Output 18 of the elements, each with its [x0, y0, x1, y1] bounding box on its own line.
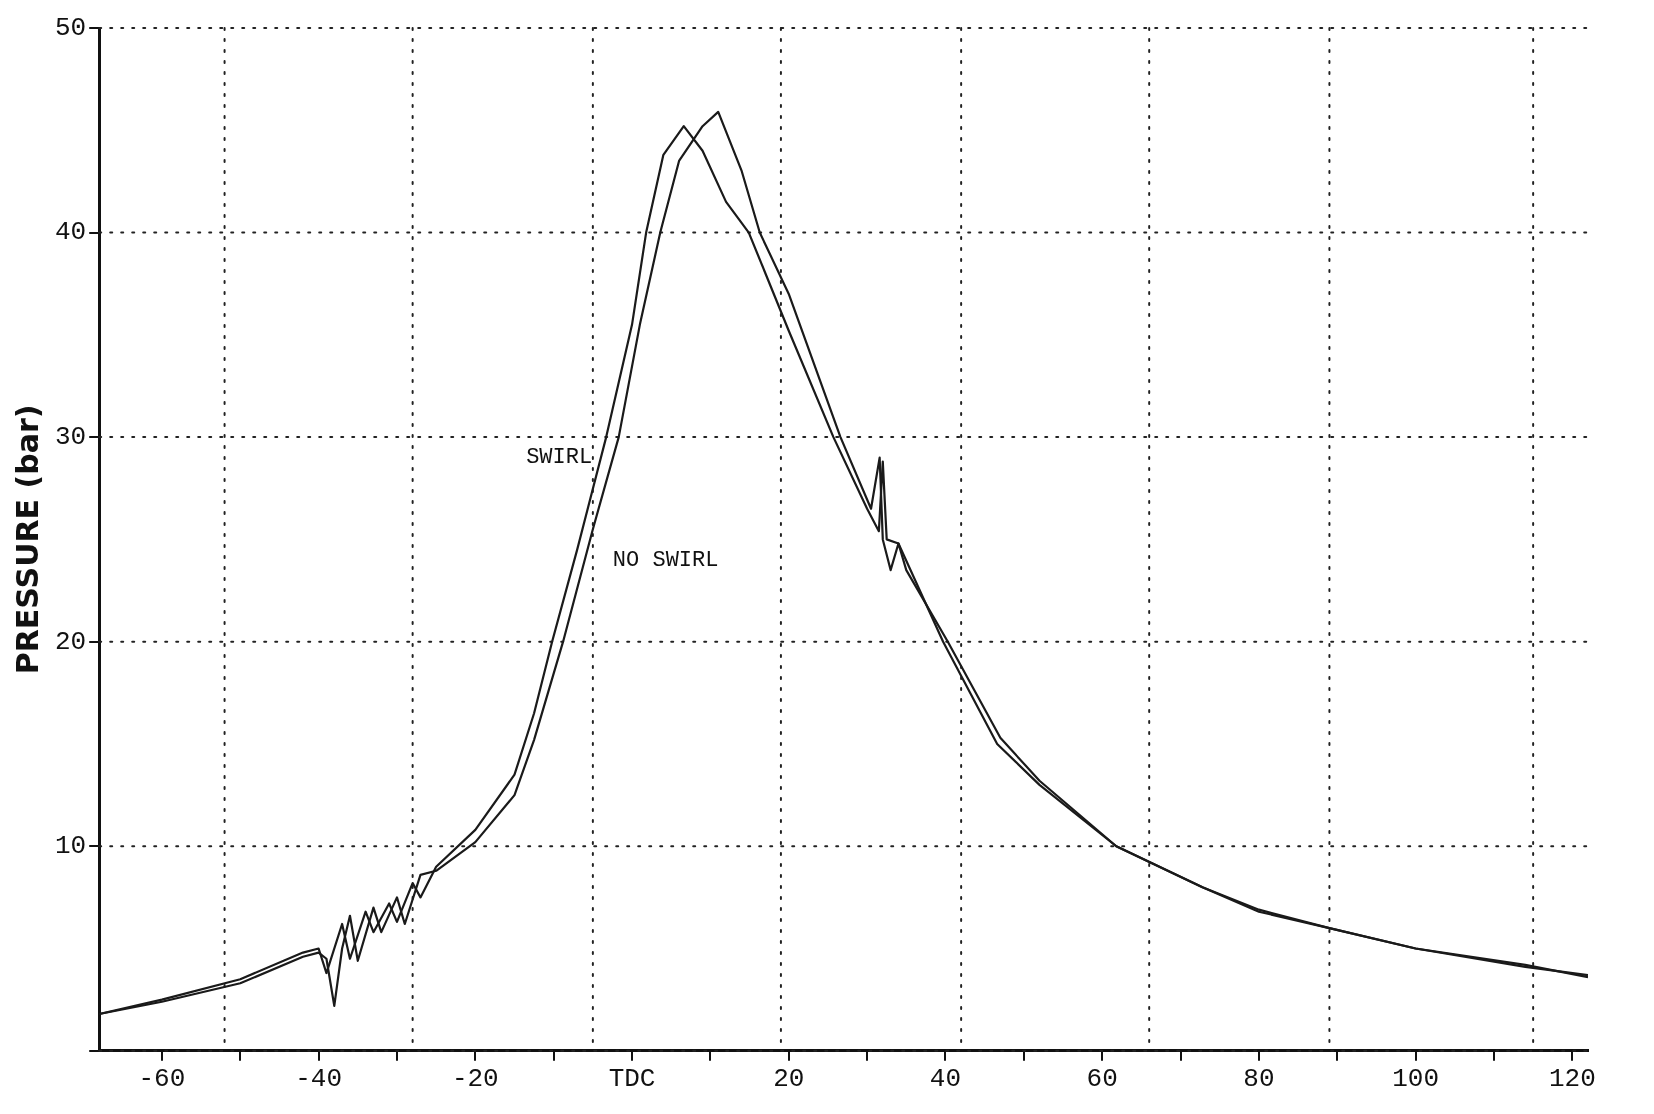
- y-tick-label: 10: [54, 831, 87, 862]
- x-tick-label: 20: [773, 1064, 805, 1095]
- x-tick-label: 100: [1392, 1064, 1440, 1095]
- x-tick-label: -20: [451, 1064, 499, 1095]
- x-tick-label: 80: [1243, 1064, 1275, 1095]
- y-tick-label: 50: [54, 12, 87, 43]
- series-label: SWIRL: [526, 445, 593, 471]
- x-tick-label: -40: [295, 1064, 343, 1095]
- series-label: NO SWIRL: [612, 547, 719, 573]
- y-tick-label: 20: [54, 626, 87, 657]
- x-tick-label: 60: [1086, 1064, 1118, 1095]
- x-tick-label: -60: [138, 1064, 186, 1095]
- y-axis-title: PRESSURE (bar): [9, 404, 45, 675]
- y-tick-label: 30: [54, 422, 87, 453]
- x-tick-label: TDC: [608, 1064, 656, 1095]
- y-tick-label: 40: [54, 217, 87, 248]
- x-tick-label: 120: [1548, 1064, 1596, 1095]
- x-tick-label: 40: [929, 1064, 962, 1095]
